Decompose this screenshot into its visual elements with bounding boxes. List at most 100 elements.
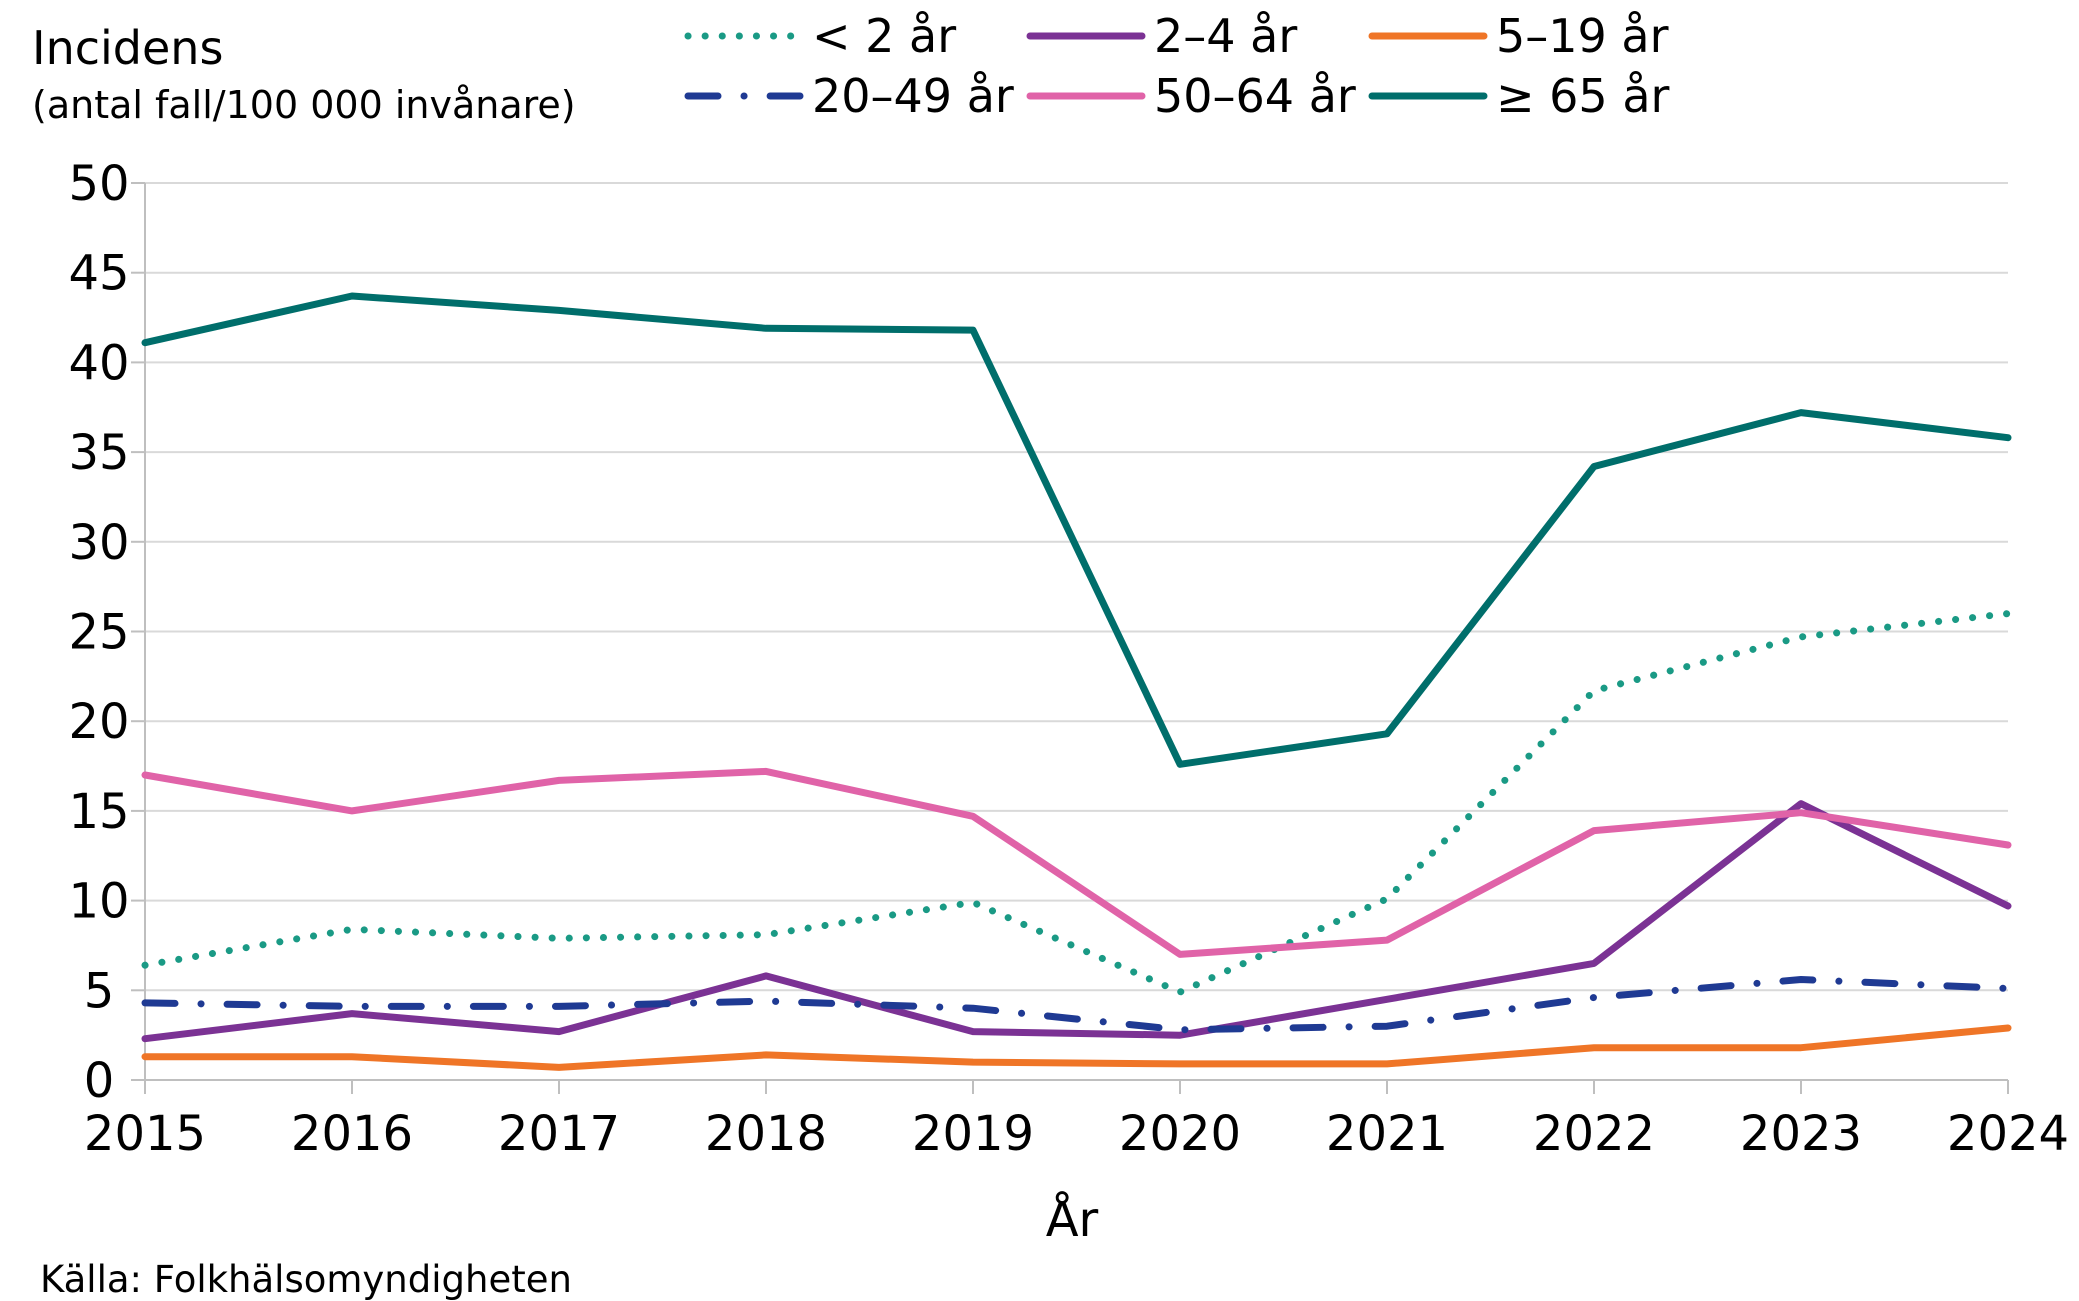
data-point — [1798, 800, 1805, 807]
legend-label: 2–4 år — [1154, 9, 1297, 63]
data-point — [1384, 1060, 1391, 1067]
data-point — [1177, 1060, 1184, 1067]
data-point — [2005, 1024, 2012, 1031]
data-point — [349, 293, 356, 300]
data-point — [556, 1028, 563, 1035]
y-tick-label: 20 — [68, 694, 129, 750]
data-point — [763, 1051, 770, 1058]
legend-item-3: 20–49 år — [684, 69, 1014, 123]
data-point — [349, 1010, 356, 1017]
y-axis-ticks: 0 5 10 15 20 25 30 35 40 45 50 — [68, 156, 145, 1109]
data-point — [556, 1064, 563, 1071]
y-tick-label: 50 — [68, 156, 129, 212]
x-tick-label: 2020 — [1119, 1106, 1241, 1162]
data-point — [970, 1005, 977, 1012]
data-point — [2005, 841, 2012, 848]
data-point — [1384, 937, 1391, 944]
data-point — [763, 931, 770, 938]
x-tick-label: 2024 — [1947, 1106, 2069, 1162]
data-point — [1798, 1044, 1805, 1051]
series-line-4 — [141, 767, 2012, 958]
y-tick-label: 40 — [68, 335, 129, 391]
y-tick-label: 15 — [68, 784, 129, 840]
x-tick-label: 2015 — [84, 1106, 206, 1162]
data-point — [970, 327, 977, 334]
data-point — [1384, 730, 1391, 737]
data-point — [970, 899, 977, 906]
data-point — [763, 998, 770, 1005]
data-point — [1384, 1023, 1391, 1030]
x-axis-title: År — [1046, 1191, 1099, 1248]
data-point — [1384, 996, 1391, 1003]
data-point — [349, 926, 356, 933]
data-point — [2005, 610, 2012, 617]
data-point — [142, 339, 149, 346]
data-point — [556, 307, 563, 314]
data-point — [1591, 687, 1598, 694]
x-tick-label: 2023 — [1740, 1106, 1862, 1162]
data-point — [2005, 434, 2012, 441]
data-point — [349, 1053, 356, 1060]
legend-item-2: 5–19 år — [1368, 9, 1669, 63]
legend: < 2 år 2–4 år 5–19 år 20–49 år 50–64 år ≥ 65 … — [684, 9, 1670, 123]
legend-item-4: 50–64 år — [1026, 69, 1356, 123]
y-tick-label: 35 — [68, 425, 129, 481]
data-point — [556, 777, 563, 784]
x-tick-label: 2019 — [912, 1106, 1034, 1162]
legend-item-5: ≥ 65 år — [1368, 69, 1670, 123]
data-point — [1591, 994, 1598, 1001]
data-point — [1798, 809, 1805, 816]
series-line-5 — [141, 292, 2012, 768]
data-point — [142, 772, 149, 779]
data-point — [142, 1053, 149, 1060]
legend-label: 20–49 år — [812, 69, 1014, 123]
data-point — [1177, 1026, 1184, 1033]
source-note: Källa: Folkhälsomyndigheten — [40, 1258, 572, 1301]
x-tick-label: 2022 — [1533, 1106, 1655, 1162]
data-point — [763, 972, 770, 979]
series-line-3 — [141, 976, 2012, 1034]
y-tick-label: 30 — [68, 515, 129, 571]
data-point — [1177, 951, 1184, 958]
axes — [144, 183, 2008, 1081]
data-point — [142, 962, 149, 969]
data-point — [349, 1003, 356, 1010]
data-point — [1591, 1044, 1598, 1051]
data-point — [2005, 985, 2012, 992]
y-tick-label: 45 — [68, 246, 129, 302]
data-point — [1177, 989, 1184, 996]
legend-item-1: 2–4 år — [1026, 9, 1297, 63]
data-point — [142, 999, 149, 1006]
legend-label: 5–19 år — [1496, 9, 1669, 63]
y-tick-label: 0 — [84, 1053, 115, 1109]
y-tick-label: 10 — [68, 874, 129, 930]
legend-item-0: < 2 år — [684, 9, 956, 63]
data-point — [556, 935, 563, 942]
data-point — [1591, 960, 1598, 967]
series-line-2 — [141, 1024, 2012, 1071]
data-point — [970, 1059, 977, 1066]
data-point — [763, 325, 770, 332]
data-point — [1591, 827, 1598, 834]
x-tick-label: 2018 — [705, 1106, 827, 1162]
data-point — [1177, 761, 1184, 768]
data-point — [1798, 633, 1805, 640]
y-tick-label: 5 — [84, 963, 115, 1019]
data-point — [1798, 976, 1805, 983]
data-point — [1798, 409, 1805, 416]
data-point — [349, 807, 356, 814]
data-point — [2005, 902, 2012, 909]
data-series — [141, 292, 2012, 1071]
x-tick-label: 2017 — [498, 1106, 620, 1162]
data-point — [763, 768, 770, 775]
y-axis-subtitle: (antal fall/100 000 invånare) — [32, 83, 576, 127]
legend-label: 50–64 år — [1154, 69, 1356, 123]
legend-label: ≥ 65 år — [1496, 69, 1670, 123]
series-line-1 — [141, 800, 2012, 1043]
data-point — [1591, 463, 1598, 470]
data-point — [1384, 895, 1391, 902]
x-axis-ticks: 2015 2016 2017 2018 2019 2020 2021 2022 2023 2024 — [84, 1080, 2069, 1162]
y-tick-label: 25 — [68, 605, 129, 661]
